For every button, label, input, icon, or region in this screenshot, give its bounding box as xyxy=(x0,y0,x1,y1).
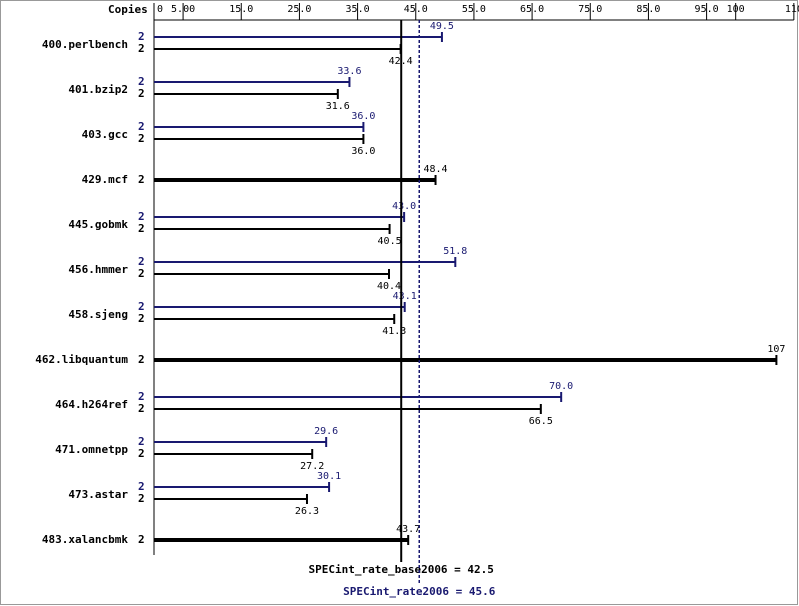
copies-header: Copies xyxy=(108,3,148,16)
copies: 2 xyxy=(138,210,145,223)
copies: 2 xyxy=(138,300,145,313)
category-label: 403.gcc xyxy=(82,128,128,141)
x-tick-label: 100 xyxy=(727,4,745,15)
value-label: 36.0 xyxy=(351,146,375,157)
value-label: 48.4 xyxy=(423,164,447,175)
copies: 2 xyxy=(138,75,145,88)
x-tick-label: 25.0 xyxy=(287,4,311,15)
value-label: 66.5 xyxy=(529,416,553,427)
x-tick-label: 65.0 xyxy=(520,4,544,15)
value-label: 70.0 xyxy=(549,381,573,392)
copies: 2 xyxy=(138,267,145,280)
value-label: 43.7 xyxy=(396,524,420,535)
value-label: 41.3 xyxy=(382,326,406,337)
x-tick-label: 75.0 xyxy=(578,4,602,15)
copies: 2 xyxy=(138,222,145,235)
copies: 2 xyxy=(138,447,145,460)
x-tick-label: 45.0 xyxy=(404,4,428,15)
copies: 2 xyxy=(138,132,145,145)
category-label: 458.sjeng xyxy=(68,308,128,321)
value-label: 30.1 xyxy=(317,471,341,482)
copies: 2 xyxy=(138,492,145,505)
copies: 2 xyxy=(138,173,145,186)
value-label: 107 xyxy=(767,344,785,355)
value-label: 43.1 xyxy=(393,291,417,302)
category-label: 483.xalancbmk xyxy=(42,533,128,546)
x-tick-label: 35.0 xyxy=(346,4,370,15)
value-label: 29.6 xyxy=(314,426,338,437)
copies: 2 xyxy=(138,312,145,325)
x-tick-label: 110 xyxy=(785,4,799,15)
category-label: 464.h264ref xyxy=(55,398,128,411)
value-label: 36.0 xyxy=(351,111,375,122)
category-label: 429.mcf xyxy=(82,173,128,186)
category-label: 462.libquantum xyxy=(35,353,128,366)
category-label: 456.hmmer xyxy=(68,263,128,276)
category-label: 471.omnetpp xyxy=(55,443,128,456)
copies: 2 xyxy=(138,402,145,415)
value-label: 26.3 xyxy=(295,506,319,517)
value-label: 49.5 xyxy=(430,21,454,32)
category-label: 400.perlbench xyxy=(42,38,128,51)
mean-label: SPECint_rate_base2006 = 42.5 xyxy=(308,563,493,576)
category-label: 473.astar xyxy=(68,488,128,501)
mean-label: SPECint_rate2006 = 45.6 xyxy=(343,585,496,598)
x-tick-label: 0 xyxy=(157,4,163,15)
value-label: 31.6 xyxy=(326,101,350,112)
copies: 2 xyxy=(138,390,145,403)
value-label: 40.5 xyxy=(378,236,402,247)
copies: 2 xyxy=(138,30,145,43)
copies: 2 xyxy=(138,87,145,100)
x-tick-label: 15.0 xyxy=(229,4,253,15)
value-label: 40.4 xyxy=(377,281,401,292)
copies: 2 xyxy=(138,255,145,268)
x-tick-label: 55.0 xyxy=(462,4,486,15)
value-label: 33.6 xyxy=(337,66,361,77)
x-tick-label: 85.0 xyxy=(636,4,660,15)
x-tick-label: 5.00 xyxy=(171,4,195,15)
x-tick-label: 95.0 xyxy=(695,4,719,15)
copies: 2 xyxy=(138,435,145,448)
copies: 2 xyxy=(138,120,145,133)
copies: 2 xyxy=(138,480,145,493)
value-label: 43.0 xyxy=(392,201,416,212)
category-label: 401.bzip2 xyxy=(68,83,128,96)
category-label: 445.gobmk xyxy=(68,218,128,231)
copies: 2 xyxy=(138,353,145,366)
copies: 2 xyxy=(138,42,145,55)
value-label: 51.8 xyxy=(443,246,467,257)
value-label: 27.2 xyxy=(300,461,324,472)
copies: 2 xyxy=(138,533,145,546)
